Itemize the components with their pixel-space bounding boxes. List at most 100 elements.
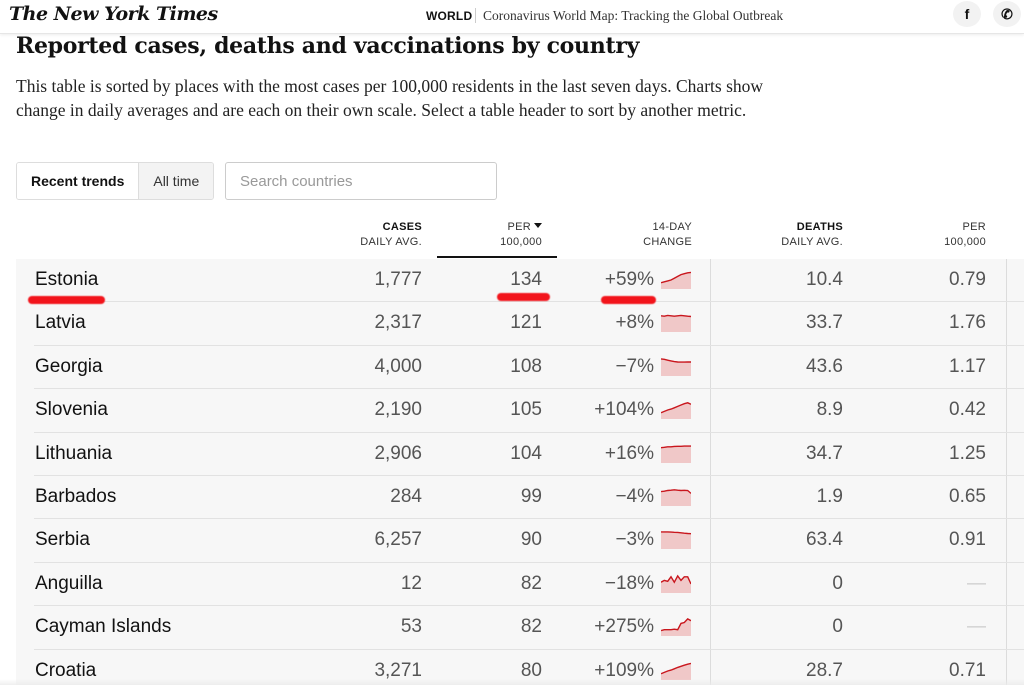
table-row[interactable]: Georgia 4,000 108 −7% 43.6 1.17 — [16, 346, 1024, 390]
trend-sparkline — [661, 358, 691, 376]
divider — [475, 8, 476, 23]
row-divider — [34, 474, 1024, 476]
cell-change: −4% — [615, 486, 654, 507]
sparkline-area — [661, 402, 691, 420]
table-row[interactable]: Lithuania 2,906 104 +16% 34.7 1.25 — [16, 433, 1024, 476]
article-headline: Coronavirus World Map: Tracking the Glob… — [483, 8, 784, 23]
table-row[interactable]: Anguilla 12 82 −18% 0 — — [16, 563, 1024, 607]
facebook-share-button[interactable]: f — [953, 1, 981, 27]
cell-cases: 3,271 — [374, 659, 422, 681]
country-name[interactable]: Cayman Islands — [35, 616, 172, 638]
sparkline-line — [661, 574, 691, 585]
toggle-recent-trends[interactable]: Recent trends — [17, 163, 140, 199]
toggle-all-time[interactable]: All time — [139, 163, 214, 199]
sparkline-line — [661, 358, 691, 363]
country-name[interactable]: Lithuania — [35, 442, 113, 464]
row-divider — [34, 561, 1024, 563]
cell-change: −18% — [604, 572, 654, 594]
table-row[interactable]: Barbados 284 99 −4% 1.9 0.65 — [16, 476, 1024, 520]
cell-deaths: 0 — [832, 572, 843, 594]
cell-change: +104% — [594, 399, 654, 421]
whatsapp-share-button[interactable]: ✆ — [993, 1, 1021, 27]
cell-cases-per: 82 — [520, 616, 542, 638]
section-label[interactable]: WORLD — [426, 9, 473, 23]
sparkline-area — [661, 358, 691, 376]
highlight-underline-per-100k — [497, 293, 550, 301]
view-toggle: Recent trends All time — [16, 162, 215, 200]
cell-cases: 1,777 — [374, 269, 422, 290]
sparkline-area — [661, 575, 691, 593]
trend-sparkline — [661, 531, 691, 550]
cell-deaths-per: 0.42 — [949, 399, 986, 421]
sparkline-line — [661, 489, 691, 494]
cell-cases-per: 134 — [510, 269, 542, 290]
cell-cases: 2,906 — [374, 442, 422, 464]
cell-deaths: 0 — [832, 616, 843, 638]
table-row[interactable]: Estonia 1,777 134 +59% 10.4 0.79 — [16, 259, 1024, 303]
sparkline-line — [661, 271, 691, 284]
cell-cases: 53 — [400, 616, 422, 638]
country-name[interactable]: Georgia — [35, 355, 103, 377]
cell-deaths: 43.6 — [806, 355, 843, 377]
nyt-logo[interactable]: The New York Times — [9, 3, 218, 25]
cell-deaths-per: 0.71 — [949, 659, 986, 681]
cell-cases-per: 80 — [520, 659, 542, 681]
table-row[interactable]: Latvia 2,317 121 +8% 33.7 1.76 — [16, 302, 1024, 346]
cell-deaths-per: — — [967, 616, 986, 638]
cell-cases-per: 121 — [510, 312, 542, 334]
header-deaths-per-100k[interactable]: PER 100,000 — [944, 221, 986, 248]
row-divider — [34, 648, 1024, 650]
sparkline-line — [661, 531, 691, 535]
sparkline-area — [661, 532, 691, 550]
table-row[interactable]: Slovenia 2,190 105 +104% 8.9 0.42 — [16, 389, 1024, 433]
table-row[interactable]: Cayman Islands 53 82 +275% 0 — — [16, 606, 1024, 650]
header-deaths-daily-avg[interactable]: DEATHS DAILY AVG. — [781, 221, 843, 248]
country-name[interactable]: Barbados — [35, 486, 117, 507]
cell-deaths-per: 1.17 — [949, 355, 986, 377]
top-nav-bar: The New York Times WORLD Coronavirus Wor… — [0, 0, 1024, 34]
row-divider — [34, 344, 1024, 346]
cell-deaths-per: 0.91 — [949, 529, 986, 551]
cell-deaths: 28.7 — [806, 659, 843, 681]
cell-change: +109% — [594, 659, 654, 681]
country-name[interactable]: Estonia — [35, 269, 99, 290]
header-cases-daily-avg[interactable]: CASES DAILY AVG. — [360, 221, 422, 248]
page-title: Reported cases, deaths and vaccinations … — [16, 33, 640, 59]
sparkline-line — [661, 618, 691, 632]
sparkline-area — [661, 272, 691, 289]
cell-deaths-per: 1.76 — [949, 312, 986, 334]
cell-deaths-per: 1.25 — [949, 442, 986, 464]
cell-cases-per: 99 — [520, 486, 542, 507]
cell-cases: 4,000 — [374, 355, 422, 377]
cell-cases-per: 104 — [510, 442, 542, 464]
column-divider — [710, 259, 711, 685]
table-body: Estonia 1,777 134 +59% 10.4 0.79 Latvia 2,317 12… — [16, 259, 1024, 685]
trend-sparkline — [661, 662, 691, 680]
cell-deaths: 8.9 — [816, 399, 843, 421]
cell-cases: 2,190 — [374, 399, 422, 421]
sparkline-line — [661, 444, 691, 448]
cell-cases-per: 108 — [510, 355, 542, 377]
country-name[interactable]: Anguilla — [35, 572, 103, 594]
header-cases-per-100k[interactable]: PER 100,000 — [500, 221, 542, 248]
table-description: This table is sorted by places with the … — [16, 76, 764, 120]
country-name[interactable]: Croatia — [35, 659, 97, 681]
sparkline-area — [661, 315, 691, 333]
cell-deaths: 63.4 — [806, 529, 843, 551]
table-row[interactable]: Serbia 6,257 90 −3% 63.4 0.91 — [16, 519, 1024, 563]
cell-cases: 2,317 — [374, 312, 422, 334]
country-name[interactable]: Latvia — [35, 312, 86, 334]
cell-change: +16% — [604, 442, 654, 464]
cell-deaths: 33.7 — [806, 312, 843, 334]
table-row[interactable]: Croatia 3,271 80 +109% 28.7 0.71 — [16, 650, 1024, 685]
trend-sparkline — [661, 315, 691, 333]
country-name[interactable]: Slovenia — [35, 399, 108, 421]
country-name[interactable]: Serbia — [35, 529, 90, 551]
sorted-column-indicator — [437, 256, 557, 258]
header-14-day-change[interactable]: 14-DAY CHANGE — [643, 221, 692, 248]
cell-cases-per: 82 — [520, 572, 542, 594]
cell-change: −3% — [615, 529, 654, 551]
trend-sparkline — [661, 618, 691, 637]
search-countries-input[interactable] — [225, 162, 497, 200]
trend-sparkline — [661, 402, 691, 420]
